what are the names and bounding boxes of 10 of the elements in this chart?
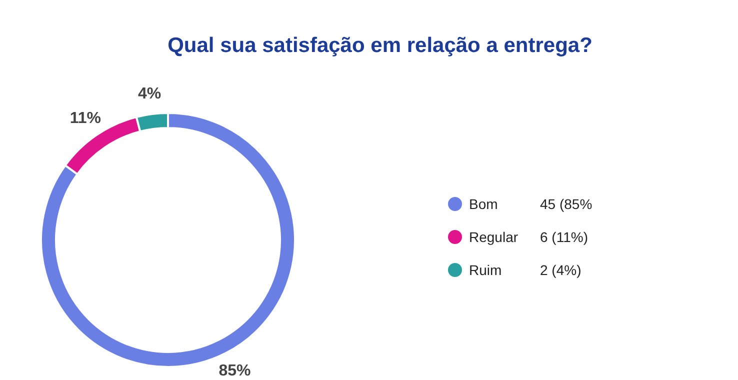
legend-label: Bom <box>469 196 498 212</box>
data-label: 85% <box>218 362 251 380</box>
data-label: 4% <box>138 86 162 103</box>
chart-title: Qual sua satisfação em relação a entrega? <box>168 34 592 57</box>
text: 2 (4%) <box>540 262 582 278</box>
legend-label: Ruim <box>469 262 502 278</box>
data-label: 11% <box>70 110 101 127</box>
legend-label: Regular <box>469 229 518 245</box>
text: 45 (85% <box>540 196 592 212</box>
text: 6 (11%) <box>540 229 588 245</box>
